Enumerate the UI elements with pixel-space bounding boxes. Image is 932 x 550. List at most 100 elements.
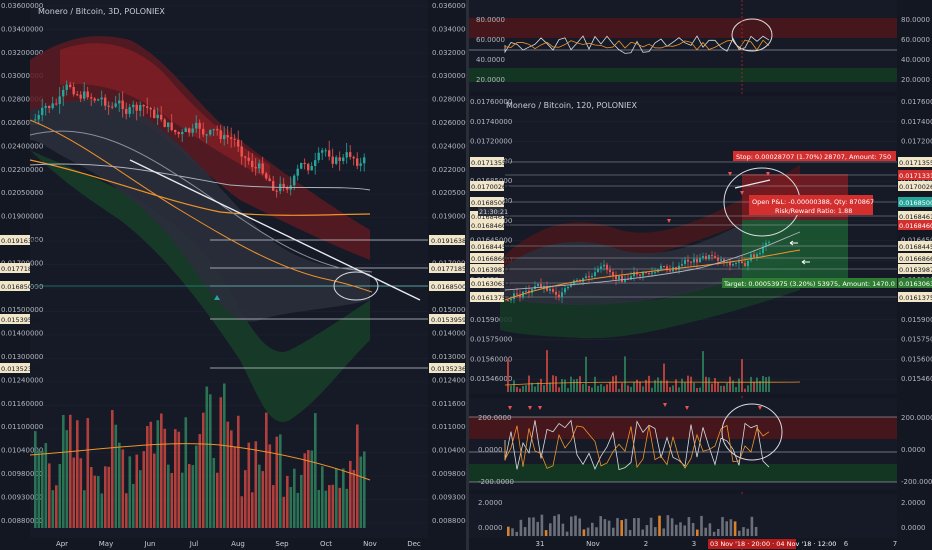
left-volume-bar (244, 470, 247, 528)
left-candle (58, 96, 61, 105)
left-level-label-bg-right (429, 363, 465, 373)
left-volume-bar (335, 468, 338, 528)
bottom-volume-bar (717, 528, 720, 536)
left-volume-bar (324, 490, 328, 528)
main-axis-tick-left: 0.01546000 (470, 375, 512, 383)
main-candle (546, 286, 548, 291)
main-candle (621, 275, 623, 282)
left-volume-bar (254, 441, 258, 528)
left-axis-tick-right: 0.02200000 (432, 166, 474, 174)
bottom-x-label: 6 (844, 540, 849, 548)
left-volume-bar (202, 412, 205, 528)
left-candle (324, 150, 327, 152)
left-volume-bar (62, 414, 65, 528)
main-volume-bar (648, 375, 650, 392)
bottom-volume-bar (738, 530, 741, 536)
left-candle (205, 134, 208, 136)
left-level-label-bg (0, 363, 30, 373)
left-axis-tick-right: 0.00880000 (432, 517, 474, 525)
left-volume-bar (121, 449, 125, 528)
time-label-bg (478, 207, 504, 216)
left-volume-bar (209, 394, 212, 528)
left-candle (174, 129, 177, 133)
bottom-volume-bar (700, 515, 703, 536)
main-volume-bar (570, 376, 572, 392)
main-candle (705, 256, 707, 260)
main-volume-bar (750, 376, 752, 392)
left-volume-bar (317, 489, 321, 528)
left-candle (237, 139, 240, 147)
left-volume-bar (296, 492, 300, 528)
left-volume-bar (163, 428, 167, 528)
left-candle (146, 106, 149, 108)
main-candle (615, 275, 617, 280)
main-left-label-bg (470, 292, 504, 302)
left-volume-bar (146, 426, 149, 528)
left-axis-tick-left: 0.03000000 (1, 72, 43, 80)
left-candle (48, 105, 51, 109)
bottom-volume-bar (578, 518, 581, 536)
main-level-label-bg (898, 181, 932, 191)
left-volume-bar (321, 466, 324, 528)
bottom-volume-bar (620, 520, 623, 536)
left-candle (233, 138, 236, 140)
left-volume-bar (107, 466, 111, 528)
main-candle (594, 272, 596, 276)
left-candle (198, 122, 201, 129)
bottom-pane-bg (469, 494, 897, 538)
left-volume-bar (125, 493, 128, 528)
left-volume-bar (132, 483, 135, 528)
main-volume-bar (606, 384, 608, 392)
left-volume-bar (268, 444, 272, 528)
main-level-label-bg (898, 220, 932, 230)
left-volume-bar (223, 383, 226, 528)
bottom-volume-bar (704, 527, 707, 536)
main-volume-bar (621, 383, 623, 392)
main-candle (648, 273, 650, 275)
left-volume-bar (251, 492, 254, 528)
main-volume-bar (609, 381, 611, 392)
main-axis-tick-left: 0.01590000 (470, 316, 512, 324)
bottom-axis-right: 0.0000 (901, 524, 926, 532)
main-volume-bar (732, 380, 734, 392)
rsi-line (504, 35, 770, 54)
left-candle (240, 146, 243, 157)
left-axis-tick-right: 0.01160000 (432, 400, 474, 408)
main-axis-tick-right: 0.01740000 (901, 118, 932, 126)
left-volume-bar (177, 431, 181, 528)
main-left-level-label: 0.01639877 (471, 266, 510, 274)
osc-sell-marker (663, 403, 667, 407)
main-level-label-bg (898, 292, 932, 302)
left-candle (230, 137, 233, 139)
main-axis-tick-right: 0.01645000 (901, 237, 932, 245)
bottom-volume-bar (616, 518, 619, 536)
bottom-axis-right: 2.0000 (901, 499, 926, 507)
main-level-label: 0.01613752 (899, 294, 932, 302)
left-axis-tick-right: 0.01240000 (432, 376, 474, 384)
left-candle (251, 160, 254, 168)
main-candle (567, 286, 569, 289)
left-candle (247, 157, 250, 161)
main-left-level-label: 0.01684612 (471, 213, 510, 221)
main-volume-bar (741, 359, 743, 392)
bottom-x-label: 3 (692, 540, 696, 548)
left-volume-bar (65, 430, 69, 528)
main-lower-band (500, 255, 800, 339)
cursor-time-label: 03 Nov '18 · 20:00 · 04 Nov '18 · 12:00 (710, 540, 836, 548)
main-axis-tick-left: 0.01760000 (470, 98, 512, 106)
left-axis-tick-right: 0.03200000 (432, 49, 474, 57)
main-volume-bar (564, 379, 566, 392)
left-level-label-bg (0, 281, 30, 291)
main-left-label-bg (470, 278, 504, 288)
left-volume-bar (167, 464, 170, 528)
left-x-label: Oct (320, 540, 332, 548)
main-candle (750, 254, 752, 261)
main-left-label-bg (470, 253, 504, 263)
main-volume-bar (657, 377, 659, 392)
left-axis-tick-left: 0.00880000 (1, 517, 43, 525)
main-candle (519, 294, 521, 298)
main-candle (666, 266, 668, 271)
main-candle (561, 292, 563, 298)
main-left-label-bg (470, 157, 504, 167)
bottom-x-label: 7 (893, 540, 897, 548)
